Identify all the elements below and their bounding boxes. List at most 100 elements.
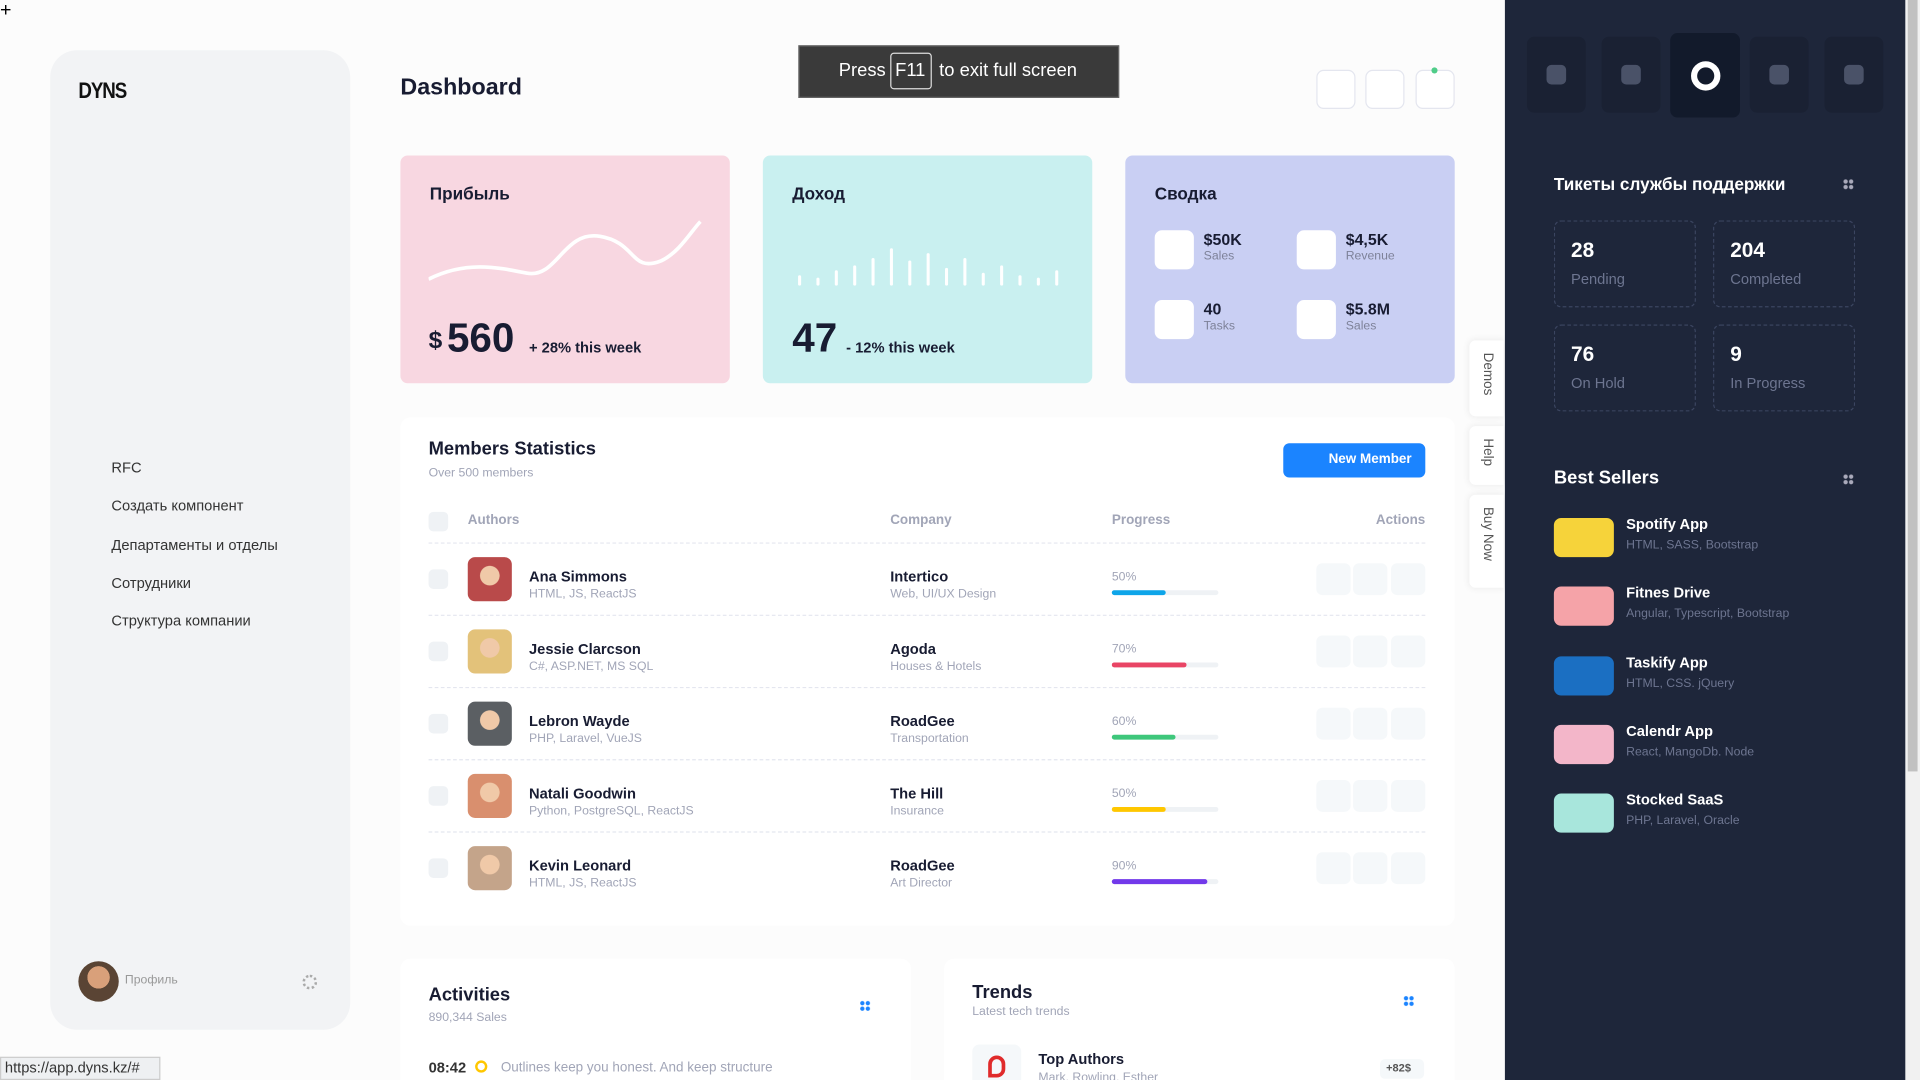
profit-wave [428, 220, 702, 281]
status-bar [0, 1056, 161, 1080]
notice-text: Press [838, 60, 886, 81]
notice-key [890, 52, 932, 90]
action-button[interactable] [1316, 852, 1351, 885]
activities-subtitle: 890,344 Sales [428, 1011, 507, 1025]
action-button[interactable] [1316, 635, 1351, 668]
column-header: Actions [1375, 513, 1426, 528]
avatar [467, 773, 512, 818]
action-button[interactable] [1316, 563, 1351, 596]
action-button[interactable] [1391, 852, 1426, 885]
menu-icon [1842, 473, 1854, 485]
side-tab-label[interactable]: Demos [1480, 352, 1496, 396]
action-button[interactable] [1353, 707, 1388, 740]
product-name[interactable]: Calendr App [1626, 722, 1713, 740]
checkbox[interactable] [428, 858, 449, 878]
product-tech: React, MangoDb. Node [1626, 745, 1755, 760]
company-detail: Houses & Hotels [890, 660, 982, 674]
nav-item[interactable]: RFC [111, 459, 142, 477]
progress-label: 70% [1111, 642, 1137, 657]
checkbox[interactable] [428, 786, 449, 806]
profile-avatar [78, 961, 119, 1002]
card-title: Доход [792, 183, 845, 204]
progress-bar [1111, 590, 1166, 596]
header-button[interactable] [1415, 69, 1455, 109]
company: Agoda [890, 640, 936, 658]
header-button[interactable] [1365, 69, 1405, 109]
nav-item[interactable]: Структура компании [111, 612, 251, 630]
progress-bar [1111, 734, 1176, 740]
ticket-box [1553, 220, 1696, 308]
button-label[interactable]: New Member [1328, 451, 1412, 467]
product-tech: HTML, CSS. jQuery [1626, 676, 1735, 691]
member-name[interactable]: Jessie Clarcson [528, 640, 641, 658]
product-thumb [1553, 586, 1614, 627]
side-tab[interactable] [1469, 340, 1504, 417]
member-name[interactable]: Lebron Wayde [528, 712, 630, 730]
checkbox[interactable] [428, 713, 449, 734]
app-icon [1844, 64, 1864, 85]
ticket-box [1713, 324, 1856, 412]
product-tech: HTML, SASS, Bootstrap [1626, 538, 1759, 553]
nav-item[interactable]: Создать компонент [111, 497, 244, 515]
checkbox[interactable] [428, 641, 449, 662]
side-tab[interactable] [1469, 426, 1504, 485]
side-tab-label[interactable]: Buy Now [1480, 506, 1496, 561]
summary-icon [1154, 300, 1194, 340]
company: Intertico [890, 568, 949, 586]
nav-item[interactable]: Сотрудники [111, 574, 192, 592]
row-divider [428, 542, 1426, 544]
side-tab-label[interactable]: Help [1480, 438, 1496, 467]
action-button[interactable] [1391, 707, 1426, 740]
ticket-value: 28 [1571, 238, 1595, 263]
product-name[interactable]: Taskify App [1626, 653, 1708, 671]
members-subtitle: Over 500 members [428, 466, 534, 481]
progress-bar [1111, 662, 1187, 668]
company-detail: Web, UI/UX Design [890, 587, 997, 602]
action-button[interactable] [1353, 852, 1388, 885]
member-name[interactable]: Natali Goodwin [528, 784, 636, 803]
header-button[interactable] [1316, 69, 1356, 109]
action-button[interactable] [1353, 780, 1388, 812]
member-skills: HTML, JS, ReactJS [528, 876, 637, 891]
new-member-button[interactable] [1283, 443, 1426, 478]
avatar [467, 557, 512, 602]
ticket-value: 76 [1571, 342, 1595, 367]
summary-icon [1296, 230, 1336, 270]
product-name[interactable]: Stocked SaaS [1626, 791, 1724, 809]
company: The Hill [890, 784, 944, 803]
action-button[interactable] [1316, 780, 1351, 812]
summary-value: $50K [1203, 230, 1242, 249]
members-card [400, 417, 1455, 926]
card-title: Прибыль [429, 183, 510, 204]
activity-dot [475, 1060, 488, 1073]
trend-logo [988, 1055, 1006, 1078]
trends-title: Trends [972, 982, 1033, 1003]
side-tab[interactable] [1469, 494, 1504, 588]
company: RoadGee [890, 712, 955, 730]
action-button[interactable] [1316, 707, 1351, 740]
action-button[interactable] [1353, 635, 1388, 668]
action-button[interactable] [1391, 563, 1426, 596]
row-divider [428, 831, 1426, 833]
member-name[interactable]: Ana Simmons [528, 568, 627, 586]
tickets-title: Тикеты службы поддержки [1553, 173, 1786, 194]
product-name[interactable]: Fitnes Drive [1626, 584, 1711, 602]
product-name[interactable]: Spotify App [1626, 515, 1709, 533]
app-icon [1621, 64, 1641, 85]
best-sellers-title: Best Sellers [1553, 467, 1660, 489]
trend-name: Top Authors [1038, 1050, 1125, 1068]
action-button[interactable] [1391, 635, 1426, 668]
member-name[interactable]: Kevin Leonard [528, 857, 632, 875]
action-button[interactable] [1391, 780, 1426, 812]
logo: DYNS [78, 78, 127, 103]
nav-item[interactable]: Департаменты и отделы [111, 535, 278, 553]
progress-label: 50% [1111, 570, 1137, 585]
profile-link[interactable]: Профиль [124, 973, 178, 987]
checkbox[interactable] [428, 569, 449, 589]
ticket-label: On Hold [1571, 374, 1625, 392]
app-icon [1691, 61, 1721, 91]
action-button[interactable] [1353, 563, 1388, 596]
trends-card [944, 958, 1455, 1080]
notice-text: to exit full screen [939, 60, 1078, 81]
